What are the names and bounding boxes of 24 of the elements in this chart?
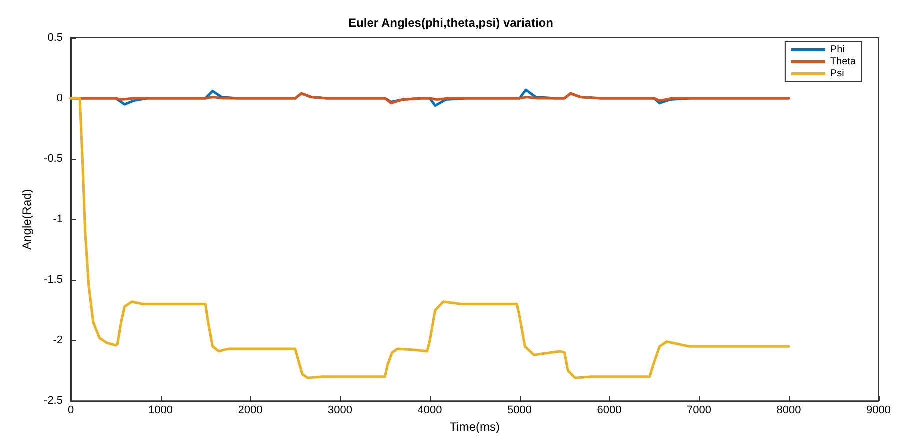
- x-tick-label: 3000: [328, 404, 352, 417]
- y-tick-label: 0.5: [48, 32, 63, 44]
- x-tick-label: 0: [68, 404, 74, 417]
- legend-label: Phi: [830, 44, 845, 56]
- x-tick-label: 9000: [866, 404, 892, 417]
- chart-title: Euler Angles(phi,theta,psi) variation: [348, 16, 554, 30]
- y-tick-label: 0: [56, 92, 63, 105]
- y-tick-label: -1.5: [44, 274, 63, 286]
- x-tick-label: 4000: [418, 404, 442, 417]
- y-tick-label: -1: [53, 214, 63, 226]
- x-axis-title: Time(ms): [450, 420, 500, 434]
- x-tick-label: 5000: [508, 404, 532, 417]
- legend-label: Theta: [830, 56, 856, 68]
- x-tick-label: 8000: [776, 404, 802, 417]
- y-tick-label: -2.5: [44, 395, 63, 408]
- y-tick-label: -0.5: [44, 153, 63, 166]
- x-tick-label: 6000: [597, 404, 622, 417]
- x-tick-label: 2000: [238, 404, 263, 417]
- x-tick-label: 1000: [148, 404, 173, 417]
- line-series: [70, 97, 790, 380]
- legend-label: Psi: [830, 68, 844, 80]
- x-tick-label: 7000: [687, 404, 712, 417]
- y-axis-title: Angle(Rad): [20, 189, 34, 250]
- y-tick-label: -2: [53, 334, 63, 347]
